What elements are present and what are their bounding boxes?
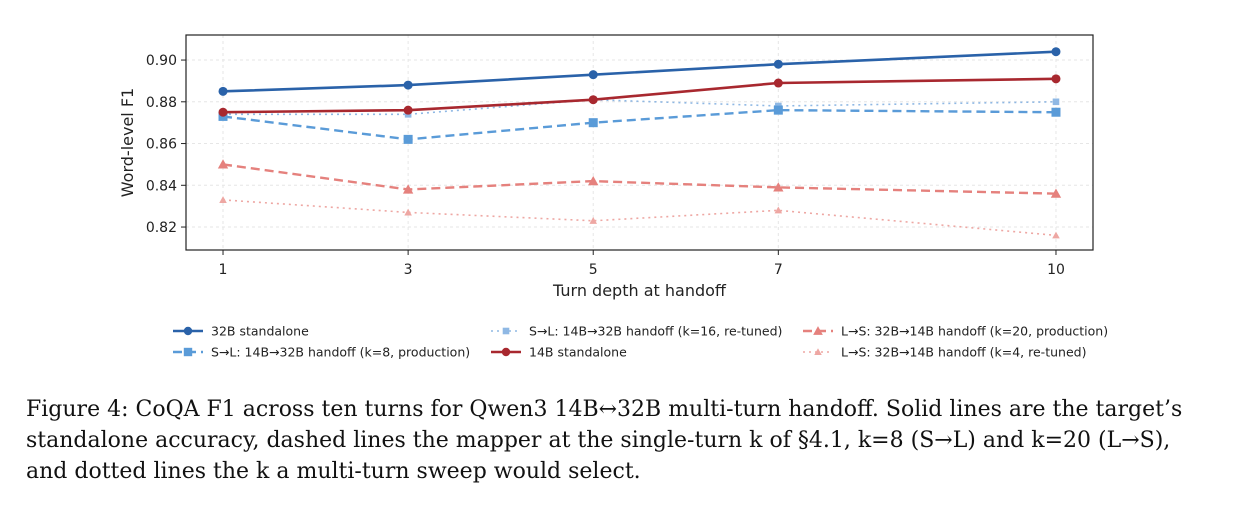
legend-swatch-marker <box>813 326 823 335</box>
x-tick-label: 5 <box>589 262 598 278</box>
legend-item: 14B standalone <box>491 345 627 360</box>
data-point <box>403 80 413 90</box>
legend: 32B standalone S→L: 14B→32B handoff (k=8,… <box>173 324 1108 360</box>
legend-label: L→S: 32B→14B handoff (k=20, production) <box>841 324 1108 339</box>
legend-item: S→L: 14B→32B handoff (k=16, re-tuned) <box>491 324 782 339</box>
y-axis-label: Word-level F1 <box>118 88 137 197</box>
data-point <box>1052 231 1060 239</box>
legend-item: L→S: 32B→14B handoff (k=20, production) <box>803 324 1108 339</box>
series-3 <box>219 96 1060 118</box>
legend-label: 14B standalone <box>529 345 627 360</box>
series-line <box>223 98 1056 116</box>
series-6 <box>219 196 1060 239</box>
data-point <box>1050 188 1062 198</box>
series-1 <box>218 47 1061 96</box>
data-point <box>404 208 412 216</box>
data-point <box>773 182 784 192</box>
data-point <box>773 105 783 115</box>
ticks-layer: 1 3 5 7 10 0.82 0.84 0.86 0.88 0.90 <box>146 53 1065 278</box>
y-tick-label: 0.82 <box>146 220 177 236</box>
plot-frame <box>185 34 1094 251</box>
series-line <box>222 108 1056 141</box>
series-5 <box>217 159 1062 198</box>
x-tick-label: 3 <box>404 262 413 278</box>
data-point <box>589 216 598 224</box>
data-point <box>218 86 228 96</box>
line-chart: 1 3 5 7 10 0.82 0.84 0.86 0.88 0.90 Turn depth at… <box>118 34 1108 360</box>
series-line <box>223 77 1056 114</box>
legend-label: S→L: 14B→32B handoff (k=16, re-tuned) <box>529 324 782 339</box>
series-layer <box>217 47 1062 239</box>
y-tick-label: 0.86 <box>146 137 177 153</box>
data-point <box>774 206 783 214</box>
legend-swatch-marker <box>183 326 193 336</box>
x-tick-label: 7 <box>774 262 783 278</box>
data-point <box>773 78 783 88</box>
data-point <box>588 118 598 128</box>
data-point <box>1051 74 1061 84</box>
data-point <box>403 105 413 115</box>
data-point <box>403 134 413 144</box>
data-point <box>1052 98 1060 106</box>
legend-label: S→L: 14B→32B handoff (k=8, production) <box>211 345 470 360</box>
data-point <box>402 184 414 194</box>
data-point <box>588 95 598 105</box>
y-tick-label: 0.90 <box>146 53 177 69</box>
y-tick-label: 0.88 <box>146 95 177 111</box>
y-tick-label: 0.84 <box>146 178 177 194</box>
legend-swatch-marker <box>501 347 511 357</box>
legend-item: S→L: 14B→32B handoff (k=8, production) <box>173 345 470 360</box>
legend-item: L→S: 32B→14B handoff (k=4, re-tuned) <box>803 345 1086 360</box>
legend-swatch-marker <box>814 348 822 356</box>
series-4 <box>218 74 1061 117</box>
legend-swatch-marker <box>502 327 510 335</box>
data-point <box>218 107 228 117</box>
series-line <box>222 199 1057 237</box>
x-tick-label: 10 <box>1047 262 1065 278</box>
grid-layer <box>186 35 1093 250</box>
series-line <box>222 163 1057 195</box>
x-axis-label: Turn depth at handoff <box>552 281 727 300</box>
legend-item: 32B standalone <box>173 324 309 339</box>
series-line <box>222 50 1057 93</box>
legend-label: 32B standalone <box>211 324 309 339</box>
data-point <box>1051 107 1061 117</box>
legend-label: L→S: 32B→14B handoff (k=4, re-tuned) <box>841 345 1086 360</box>
figure-caption: Figure 4: CoQA F1 across ten turns for Q… <box>26 397 1183 484</box>
x-tick-label: 1 <box>219 262 228 278</box>
data-point <box>773 59 783 69</box>
data-point <box>219 196 227 203</box>
data-point <box>217 159 229 169</box>
data-point <box>1051 47 1061 57</box>
legend-swatch-marker <box>183 347 193 357</box>
data-point <box>588 70 598 80</box>
data-point <box>588 175 599 186</box>
